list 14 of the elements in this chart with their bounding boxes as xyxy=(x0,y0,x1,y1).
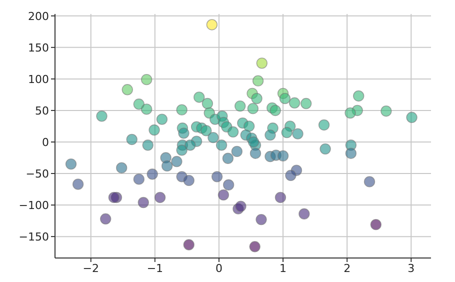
x-tick-label: 3 xyxy=(408,262,415,275)
y-tick-label: −150 xyxy=(18,230,49,244)
y-tick-label: 50 xyxy=(35,104,49,118)
y-tick-label: 0 xyxy=(42,136,49,149)
x-tick-label: −1 xyxy=(146,262,164,275)
y-tick-label: −100 xyxy=(18,198,49,212)
y-tick-label: 200 xyxy=(28,10,49,23)
y-tick-label: 150 xyxy=(28,41,49,54)
x-tick-label: 2 xyxy=(344,262,351,275)
x-tick-label: 0 xyxy=(215,262,222,275)
y-tick-label: −50 xyxy=(26,167,49,180)
x-tick-label: 1 xyxy=(280,262,287,275)
y-tick-label: 100 xyxy=(28,72,49,86)
x-tick-label: −2 xyxy=(82,262,99,275)
